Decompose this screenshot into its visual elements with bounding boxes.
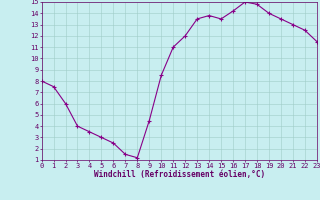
X-axis label: Windchill (Refroidissement éolien,°C): Windchill (Refroidissement éolien,°C)	[94, 170, 265, 179]
